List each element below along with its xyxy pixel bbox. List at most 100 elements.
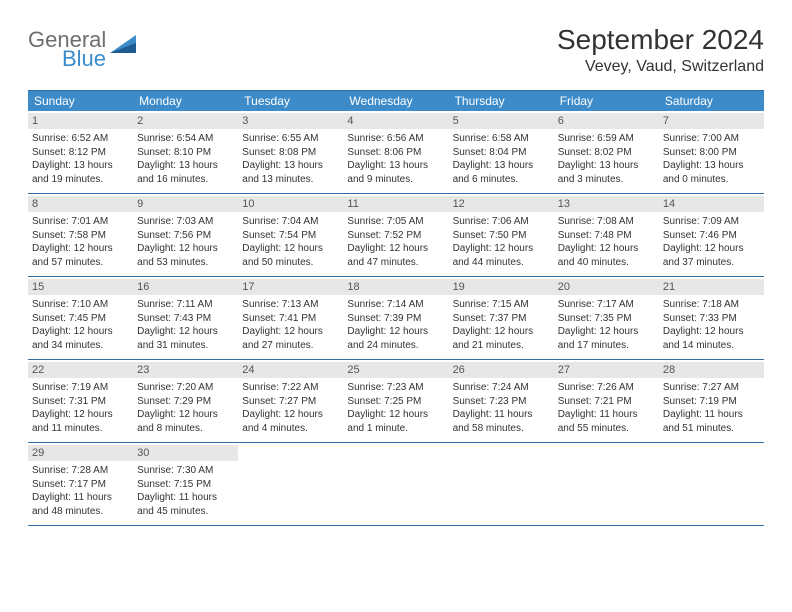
day-info: Sunrise: 7:08 AMSunset: 7:48 PMDaylight:… bbox=[558, 215, 655, 269]
day-info: Sunrise: 7:19 AMSunset: 7:31 PMDaylight:… bbox=[32, 381, 129, 435]
sunset-line: Sunset: 7:35 PM bbox=[558, 312, 655, 326]
logo-text: General Blue bbox=[28, 28, 106, 70]
calendar-cell: 17Sunrise: 7:13 AMSunset: 7:41 PMDayligh… bbox=[238, 277, 343, 359]
day-number: 4 bbox=[343, 113, 448, 129]
sunrise-line: Sunrise: 7:27 AM bbox=[663, 381, 760, 395]
sunrise-line: Sunrise: 6:55 AM bbox=[242, 132, 339, 146]
daylight-line: Daylight: 12 hours and 50 minutes. bbox=[242, 242, 339, 269]
day-number: 28 bbox=[659, 362, 764, 378]
day-number: 16 bbox=[133, 279, 238, 295]
calendar-cell bbox=[238, 443, 343, 525]
day-number: 8 bbox=[28, 196, 133, 212]
day-header-thursday: Thursday bbox=[449, 91, 554, 111]
day-info: Sunrise: 7:20 AMSunset: 7:29 PMDaylight:… bbox=[137, 381, 234, 435]
sunrise-line: Sunrise: 7:04 AM bbox=[242, 215, 339, 229]
sunset-line: Sunset: 8:08 PM bbox=[242, 146, 339, 160]
daylight-line: Daylight: 12 hours and 4 minutes. bbox=[242, 408, 339, 435]
sunset-line: Sunset: 7:21 PM bbox=[558, 395, 655, 409]
daylight-line: Daylight: 11 hours and 58 minutes. bbox=[453, 408, 550, 435]
sunrise-line: Sunrise: 7:01 AM bbox=[32, 215, 129, 229]
day-info: Sunrise: 7:28 AMSunset: 7:17 PMDaylight:… bbox=[32, 464, 129, 518]
day-info: Sunrise: 7:14 AMSunset: 7:39 PMDaylight:… bbox=[347, 298, 444, 352]
daylight-line: Daylight: 13 hours and 0 minutes. bbox=[663, 159, 760, 186]
logo-triangle-icon bbox=[110, 31, 136, 53]
sunrise-line: Sunrise: 6:56 AM bbox=[347, 132, 444, 146]
calendar: SundayMondayTuesdayWednesdayThursdayFrid… bbox=[28, 90, 764, 526]
day-info: Sunrise: 7:18 AMSunset: 7:33 PMDaylight:… bbox=[663, 298, 760, 352]
day-info: Sunrise: 7:09 AMSunset: 7:46 PMDaylight:… bbox=[663, 215, 760, 269]
day-info: Sunrise: 7:05 AMSunset: 7:52 PMDaylight:… bbox=[347, 215, 444, 269]
calendar-cell: 1Sunrise: 6:52 AMSunset: 8:12 PMDaylight… bbox=[28, 111, 133, 193]
day-number: 14 bbox=[659, 196, 764, 212]
calendar-cell: 22Sunrise: 7:19 AMSunset: 7:31 PMDayligh… bbox=[28, 360, 133, 442]
sunset-line: Sunset: 7:54 PM bbox=[242, 229, 339, 243]
location-text: Vevey, Vaud, Switzerland bbox=[557, 58, 764, 76]
sunset-line: Sunset: 7:33 PM bbox=[663, 312, 760, 326]
sunset-line: Sunset: 7:41 PM bbox=[242, 312, 339, 326]
sunrise-line: Sunrise: 7:10 AM bbox=[32, 298, 129, 312]
calendar-cell: 30 Sunrise: 7:30 AMSunset: 7:15 PMDayligh… bbox=[133, 443, 238, 525]
calendar-cell bbox=[449, 443, 554, 525]
sunset-line: Sunset: 7:39 PM bbox=[347, 312, 444, 326]
calendar-week: 15Sunrise: 7:10 AMSunset: 7:45 PMDayligh… bbox=[28, 277, 764, 360]
sunset-line: Sunset: 7:50 PM bbox=[453, 229, 550, 243]
day-header-tuesday: Tuesday bbox=[238, 91, 343, 111]
calendar-cell: 27Sunrise: 7:26 AMSunset: 7:21 PMDayligh… bbox=[554, 360, 659, 442]
calendar-cell: 26 Sunrise: 7:24 AMSunset: 7:23 PMDayligh… bbox=[449, 360, 554, 442]
calendar-week: 8Sunrise: 7:01 AMSunset: 7:58 PMDaylight… bbox=[28, 194, 764, 277]
daylight-line: Daylight: 13 hours and 19 minutes. bbox=[32, 159, 129, 186]
day-header-sunday: Sunday bbox=[28, 91, 133, 111]
calendar-cell: 6Sunrise: 6:59 AMSunset: 8:02 PMDaylight… bbox=[554, 111, 659, 193]
calendar-week: 1Sunrise: 6:52 AMSunset: 8:12 PMDaylight… bbox=[28, 111, 764, 194]
day-number: 26 bbox=[449, 362, 554, 378]
sunset-line: Sunset: 7:46 PM bbox=[663, 229, 760, 243]
day-number: 30 bbox=[133, 445, 238, 461]
day-info: Sunrise: 7:23 AMSunset: 7:25 PMDaylight:… bbox=[347, 381, 444, 435]
day-header-friday: Friday bbox=[554, 91, 659, 111]
page: General Blue September 2024 Vevey, Vaud,… bbox=[0, 0, 792, 546]
logo-word-blue: Blue bbox=[62, 47, 106, 70]
day-info: Sunrise: 7:30 AMSunset: 7:15 PMDaylight:… bbox=[137, 464, 234, 518]
sunset-line: Sunset: 7:29 PM bbox=[137, 395, 234, 409]
day-number: 10 bbox=[238, 196, 343, 212]
sunset-line: Sunset: 8:00 PM bbox=[663, 146, 760, 160]
day-info: Sunrise: 7:00 AMSunset: 8:00 PMDaylight:… bbox=[663, 132, 760, 186]
day-number: 3 bbox=[238, 113, 343, 129]
sunrise-line: Sunrise: 7:13 AM bbox=[242, 298, 339, 312]
calendar-cell bbox=[659, 443, 764, 525]
day-number: 12 bbox=[449, 196, 554, 212]
logo: General Blue bbox=[28, 28, 136, 70]
sunrise-line: Sunrise: 7:08 AM bbox=[558, 215, 655, 229]
calendar-cell: 15Sunrise: 7:10 AMSunset: 7:45 PMDayligh… bbox=[28, 277, 133, 359]
day-number: 5 bbox=[449, 113, 554, 129]
sunrise-line: Sunrise: 6:54 AM bbox=[137, 132, 234, 146]
calendar-cell: 8Sunrise: 7:01 AMSunset: 7:58 PMDaylight… bbox=[28, 194, 133, 276]
daylight-line: Daylight: 12 hours and 21 minutes. bbox=[453, 325, 550, 352]
calendar-week: 22Sunrise: 7:19 AMSunset: 7:31 PMDayligh… bbox=[28, 360, 764, 443]
day-number: 1 bbox=[28, 113, 133, 129]
calendar-cell: 5Sunrise: 6:58 AMSunset: 8:04 PMDaylight… bbox=[449, 111, 554, 193]
day-info: Sunrise: 6:56 AMSunset: 8:06 PMDaylight:… bbox=[347, 132, 444, 186]
calendar-cell: 13 Sunrise: 7:08 AMSunset: 7:48 PMDayligh… bbox=[554, 194, 659, 276]
sunset-line: Sunset: 7:25 PM bbox=[347, 395, 444, 409]
sunrise-line: Sunrise: 7:17 AM bbox=[558, 298, 655, 312]
sunrise-line: Sunrise: 7:20 AM bbox=[137, 381, 234, 395]
day-number: 11 bbox=[343, 196, 448, 212]
daylight-line: Daylight: 12 hours and 53 minutes. bbox=[137, 242, 234, 269]
calendar-cell: 29Sunrise: 7:28 AMSunset: 7:17 PMDayligh… bbox=[28, 443, 133, 525]
sunrise-line: Sunrise: 7:06 AM bbox=[453, 215, 550, 229]
calendar-cell: 19Sunrise: 7:15 AMSunset: 7:37 PMDayligh… bbox=[449, 277, 554, 359]
sunset-line: Sunset: 7:56 PM bbox=[137, 229, 234, 243]
day-number: 13 bbox=[554, 196, 659, 212]
day-header-saturday: Saturday bbox=[659, 91, 764, 111]
day-info: Sunrise: 7:24 AMSunset: 7:23 PMDaylight:… bbox=[453, 381, 550, 435]
day-info: Sunrise: 6:55 AMSunset: 8:08 PMDaylight:… bbox=[242, 132, 339, 186]
sunrise-line: Sunrise: 7:26 AM bbox=[558, 381, 655, 395]
sunrise-line: Sunrise: 7:22 AM bbox=[242, 381, 339, 395]
day-info: Sunrise: 7:17 AMSunset: 7:35 PMDaylight:… bbox=[558, 298, 655, 352]
sunset-line: Sunset: 8:12 PM bbox=[32, 146, 129, 160]
calendar-cell: 25Sunrise: 7:23 AMSunset: 7:25 PMDayligh… bbox=[343, 360, 448, 442]
calendar-cell: 20Sunrise: 7:17 AMSunset: 7:35 PMDayligh… bbox=[554, 277, 659, 359]
sunrise-line: Sunrise: 7:00 AM bbox=[663, 132, 760, 146]
daylight-line: Daylight: 11 hours and 48 minutes. bbox=[32, 491, 129, 518]
